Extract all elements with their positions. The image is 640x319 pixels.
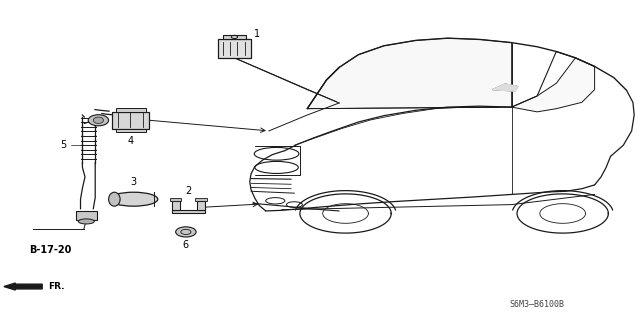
- Bar: [116, 108, 146, 112]
- Bar: [195, 198, 207, 201]
- Bar: [223, 35, 246, 39]
- Text: 6: 6: [183, 240, 189, 250]
- Text: B-17-20: B-17-20: [29, 245, 72, 255]
- Ellipse shape: [88, 115, 109, 126]
- Circle shape: [175, 227, 196, 237]
- Bar: [170, 198, 181, 201]
- Ellipse shape: [78, 219, 94, 224]
- Text: FR.: FR.: [49, 282, 65, 291]
- Ellipse shape: [109, 192, 120, 206]
- Text: 4: 4: [128, 136, 134, 146]
- Text: 2: 2: [186, 186, 191, 196]
- Bar: [113, 112, 150, 129]
- Bar: [218, 39, 251, 58]
- Text: 3: 3: [131, 177, 136, 187]
- Polygon shape: [492, 84, 518, 91]
- FancyArrow shape: [4, 283, 42, 290]
- Bar: [76, 211, 97, 220]
- Text: 1: 1: [254, 29, 260, 39]
- Polygon shape: [511, 58, 595, 112]
- Ellipse shape: [93, 117, 104, 123]
- Polygon shape: [307, 38, 511, 109]
- Bar: [172, 201, 179, 210]
- Bar: [116, 129, 146, 132]
- Bar: [172, 210, 205, 213]
- Text: S6M3–B6100B: S6M3–B6100B: [509, 300, 564, 308]
- Text: 5: 5: [60, 140, 67, 150]
- Ellipse shape: [109, 192, 158, 206]
- Bar: [197, 201, 205, 210]
